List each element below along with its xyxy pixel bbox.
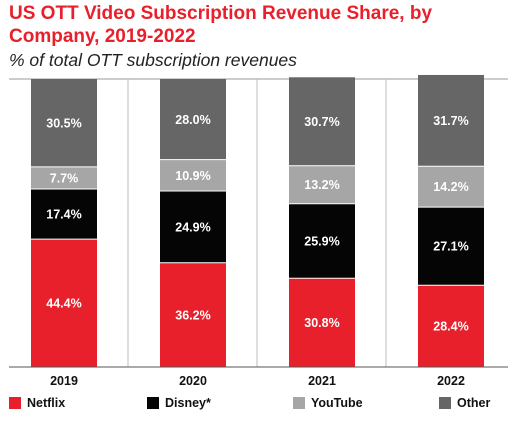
bar-segment-disney-2021 [289, 203, 355, 279]
data-label: 28.0% [175, 113, 210, 127]
data-label: 30.5% [46, 116, 81, 130]
bar-segment-youtube-2022 [418, 166, 484, 208]
x-tick-label: 2021 [308, 374, 336, 388]
legend-label: Other [457, 396, 491, 410]
x-tick-label: 2022 [437, 374, 465, 388]
legend-item-netflix: Netflix [9, 396, 65, 410]
legend-item-other: Other [439, 396, 490, 410]
legend-item-youtube: YouTube [293, 396, 363, 410]
bar-segment-netflix-2020 [160, 262, 226, 367]
legend-label: YouTube [311, 396, 363, 410]
data-label: 25.9% [304, 235, 339, 249]
data-label: 13.2% [304, 178, 339, 192]
bar-segment-netflix-2021 [289, 278, 355, 367]
legend-label: Netflix [27, 396, 66, 410]
bar-segment-disney-2022 [418, 207, 484, 286]
x-tick-label: 2020 [179, 374, 207, 388]
bar-segment-youtube-2020 [160, 159, 226, 192]
chart-title: US OTT Video Subscription Revenue Share,… [9, 3, 433, 47]
bar-segment-disney-2020 [160, 191, 226, 263]
legend-swatch [9, 397, 21, 409]
data-label: 27.1% [433, 240, 468, 254]
chart-legend: Netflix Disney* YouTube Other [9, 396, 509, 416]
bar-segment-other-2021 [289, 77, 355, 166]
legend-swatch [147, 397, 159, 409]
bar-segment-netflix-2019 [31, 239, 97, 367]
data-label: 30.8% [304, 316, 339, 330]
bar-segment-other-2022 [418, 74, 484, 167]
bar-segment-other-2019 [31, 79, 97, 167]
legend-item-disney: Disney* [147, 396, 211, 410]
data-label: 28.4% [433, 320, 468, 334]
data-label: 24.9% [175, 220, 210, 234]
bar-segment-netflix-2022 [418, 285, 484, 367]
x-tick-label: 2019 [50, 374, 78, 388]
chart-subtitle: % of total OTT subscription revenues [9, 50, 297, 70]
data-label: 36.2% [175, 308, 210, 322]
data-label: 17.4% [46, 208, 81, 222]
legend-swatch [439, 397, 451, 409]
bar-segment-disney-2019 [31, 189, 97, 240]
data-label: 44.4% [46, 297, 81, 311]
bar-segment-youtube-2019 [31, 166, 97, 190]
legend-swatch [293, 397, 305, 409]
bar-segment-other-2020 [160, 79, 226, 160]
data-label: 30.7% [304, 115, 339, 129]
data-label: 14.2% [433, 180, 468, 194]
legend-label: Disney* [165, 396, 211, 410]
data-label: 7.7% [50, 171, 79, 185]
data-label: 10.9% [175, 169, 210, 183]
data-label: 31.7% [433, 114, 468, 128]
bar-segment-youtube-2021 [289, 165, 355, 204]
